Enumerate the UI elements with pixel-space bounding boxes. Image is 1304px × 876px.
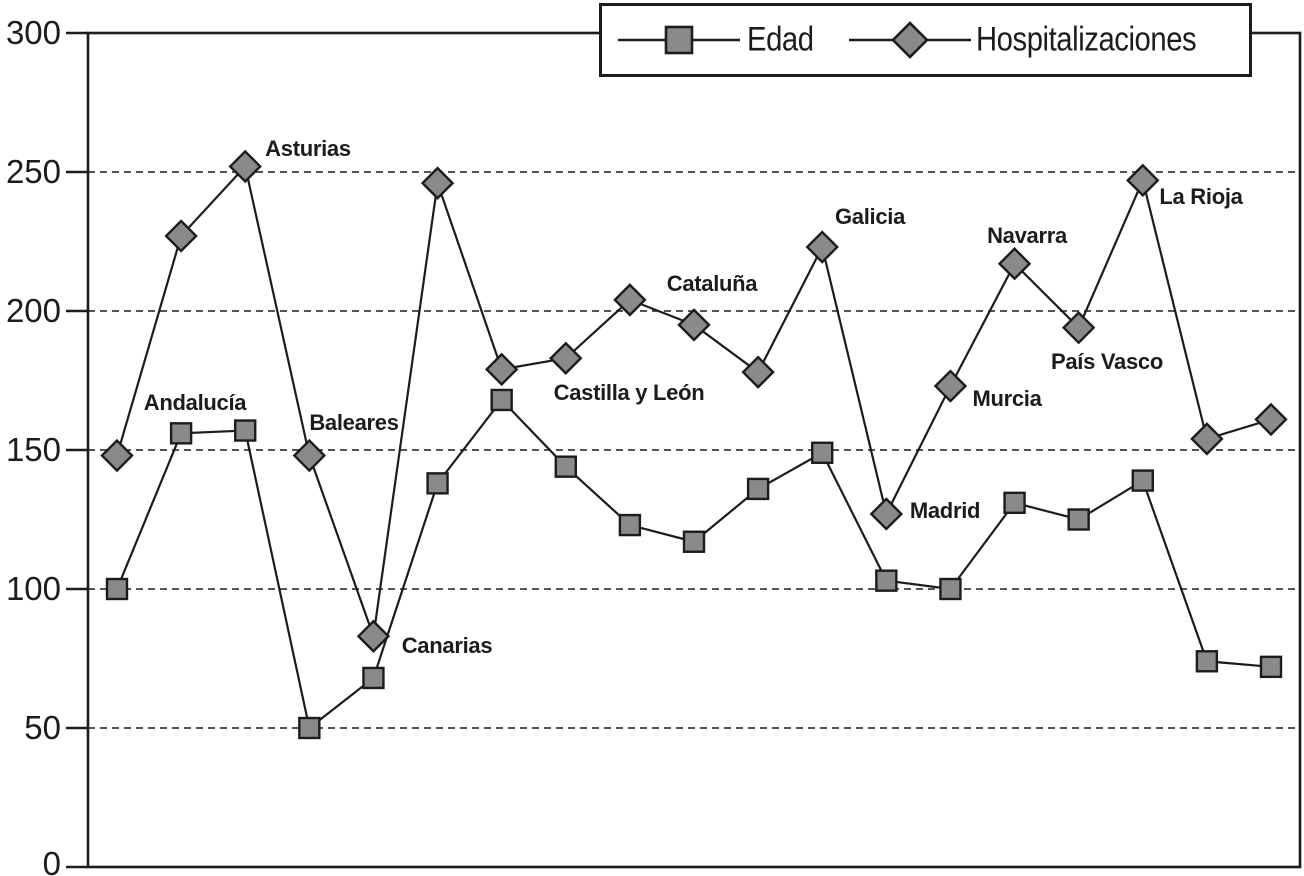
annotation-3: Canarias [402,633,493,658]
annotation-5: Cataluña [667,271,759,296]
marker-edad-17 [1195,650,1219,673]
marker-edad-9 [682,530,706,553]
marker-edad-10 [746,477,770,501]
annotation-4: Castilla y León [554,380,705,405]
legend-label-edad: Edad [747,20,814,59]
marker-hospitalizaciones-18 [1254,402,1288,437]
marker-hospitalizaciones-5 [420,166,455,200]
annotation-0: Andalucía [144,390,247,415]
y-tick-label-300: 300 [6,14,61,51]
y-tick-label-200: 200 [6,292,61,329]
marker-hospitalizaciones-16 [1126,163,1160,198]
marker-hospitalizaciones-14 [997,247,1032,281]
annotation-9: Navarra [987,223,1068,248]
marker-edad-18 [1259,655,1283,679]
marker-edad-3 [298,716,321,740]
marker-edad-13 [939,577,962,601]
y-tick-label-100: 100 [6,570,61,607]
annotation-11: La Rioja [1159,184,1243,209]
legend-marker-square [664,25,694,55]
marker-edad-6 [490,388,513,412]
marker-edad-2 [234,419,257,442]
marker-edad-5 [426,472,449,495]
marker-edad-4 [362,666,385,690]
marker-hospitalizaciones-2 [228,149,262,184]
legend-label-hospitalizaciones: Hospitalizaciones [976,20,1197,59]
marker-edad-7 [554,455,577,478]
edad-legend-marker-icon [618,18,740,62]
marker-hospitalizaciones-8 [613,283,647,317]
marker-hospitalizaciones-6 [484,352,519,387]
marker-hospitalizaciones-15 [1061,310,1096,345]
annotation-6: Galicia [835,204,906,229]
marker-hospitalizaciones-11 [805,230,839,264]
annotation-7: Madrid [910,498,980,523]
marker-edad-0 [105,577,129,601]
y-tick-label-0: 0 [43,845,61,876]
annotation-1: Asturias [265,136,351,161]
marker-edad-11 [811,441,834,464]
marker-hospitalizaciones-3 [292,438,327,473]
marker-hospitalizaciones-9 [677,308,711,342]
marker-edad-16 [1131,469,1154,492]
y-tick-label-150: 150 [6,431,61,468]
marker-edad-14 [1003,491,1026,515]
legend-marker-diamond [891,21,929,59]
edad-legend-sample [618,25,740,55]
legend: Edad Hospitalizaciones [599,3,1252,77]
y-tick-label-250: 250 [6,153,61,190]
marker-edad-8 [618,513,642,537]
y-tick-label-50: 50 [24,709,61,746]
annotation-2: Baleares [309,410,398,435]
marker-hospitalizaciones-12 [869,497,904,531]
marker-edad-12 [875,569,898,592]
hospitalizaciones-legend-sample [849,21,971,59]
marker-hospitalizaciones-1 [164,219,198,253]
annotation-10: País Vasco [1051,349,1163,374]
marker-hospitalizaciones-17 [1190,422,1224,456]
hospitalizaciones-legend-marker-icon [849,18,971,62]
marker-hospitalizaciones-0 [100,438,134,473]
series-line-edad [115,398,1272,730]
annotation-8: Murcia [972,386,1042,411]
marker-hospitalizaciones-13 [933,369,968,403]
marker-edad-1 [169,422,193,445]
marker-hospitalizaciones-7 [549,341,583,375]
marker-hospitalizaciones-4 [356,619,391,653]
marker-hospitalizaciones-10 [741,355,775,389]
marker-edad-15 [1067,508,1090,531]
